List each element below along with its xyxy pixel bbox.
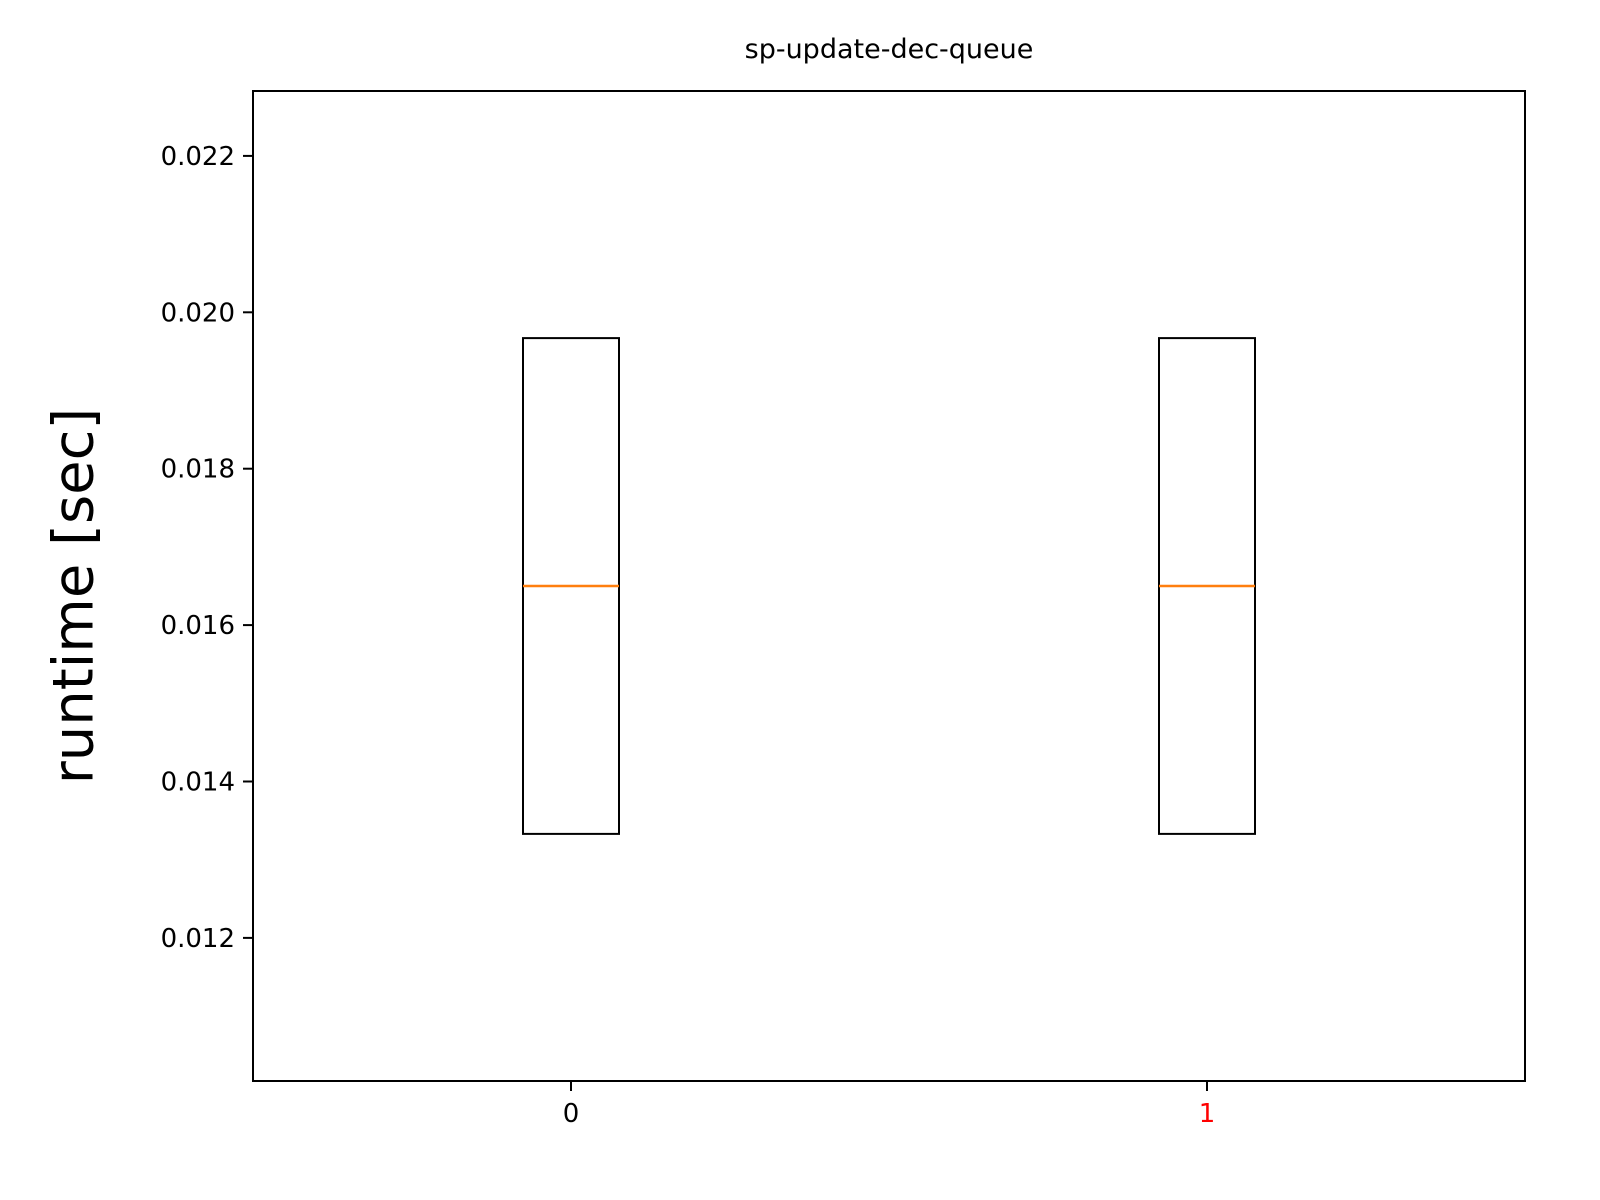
y-tick-label: 0.018 (161, 455, 235, 485)
y-tick-label: 0.014 (161, 767, 235, 797)
x-tick-label: 0 (563, 1099, 580, 1129)
chart-title: sp-update-dec-queue (744, 34, 1034, 65)
y-tick-label: 0.022 (161, 142, 235, 172)
axes-frame (252, 90, 1526, 1082)
y-tick-label: 0.020 (161, 298, 235, 328)
x-tick-label: 1 (1199, 1099, 1216, 1129)
y-tick-label: 0.016 (161, 611, 235, 641)
y-tick-label: 0.012 (161, 924, 235, 954)
